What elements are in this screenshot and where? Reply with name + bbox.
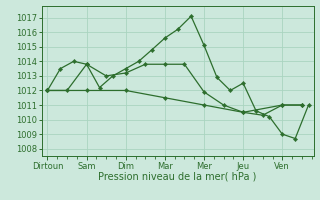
X-axis label: Pression niveau de la mer( hPa ): Pression niveau de la mer( hPa ) (99, 172, 257, 182)
